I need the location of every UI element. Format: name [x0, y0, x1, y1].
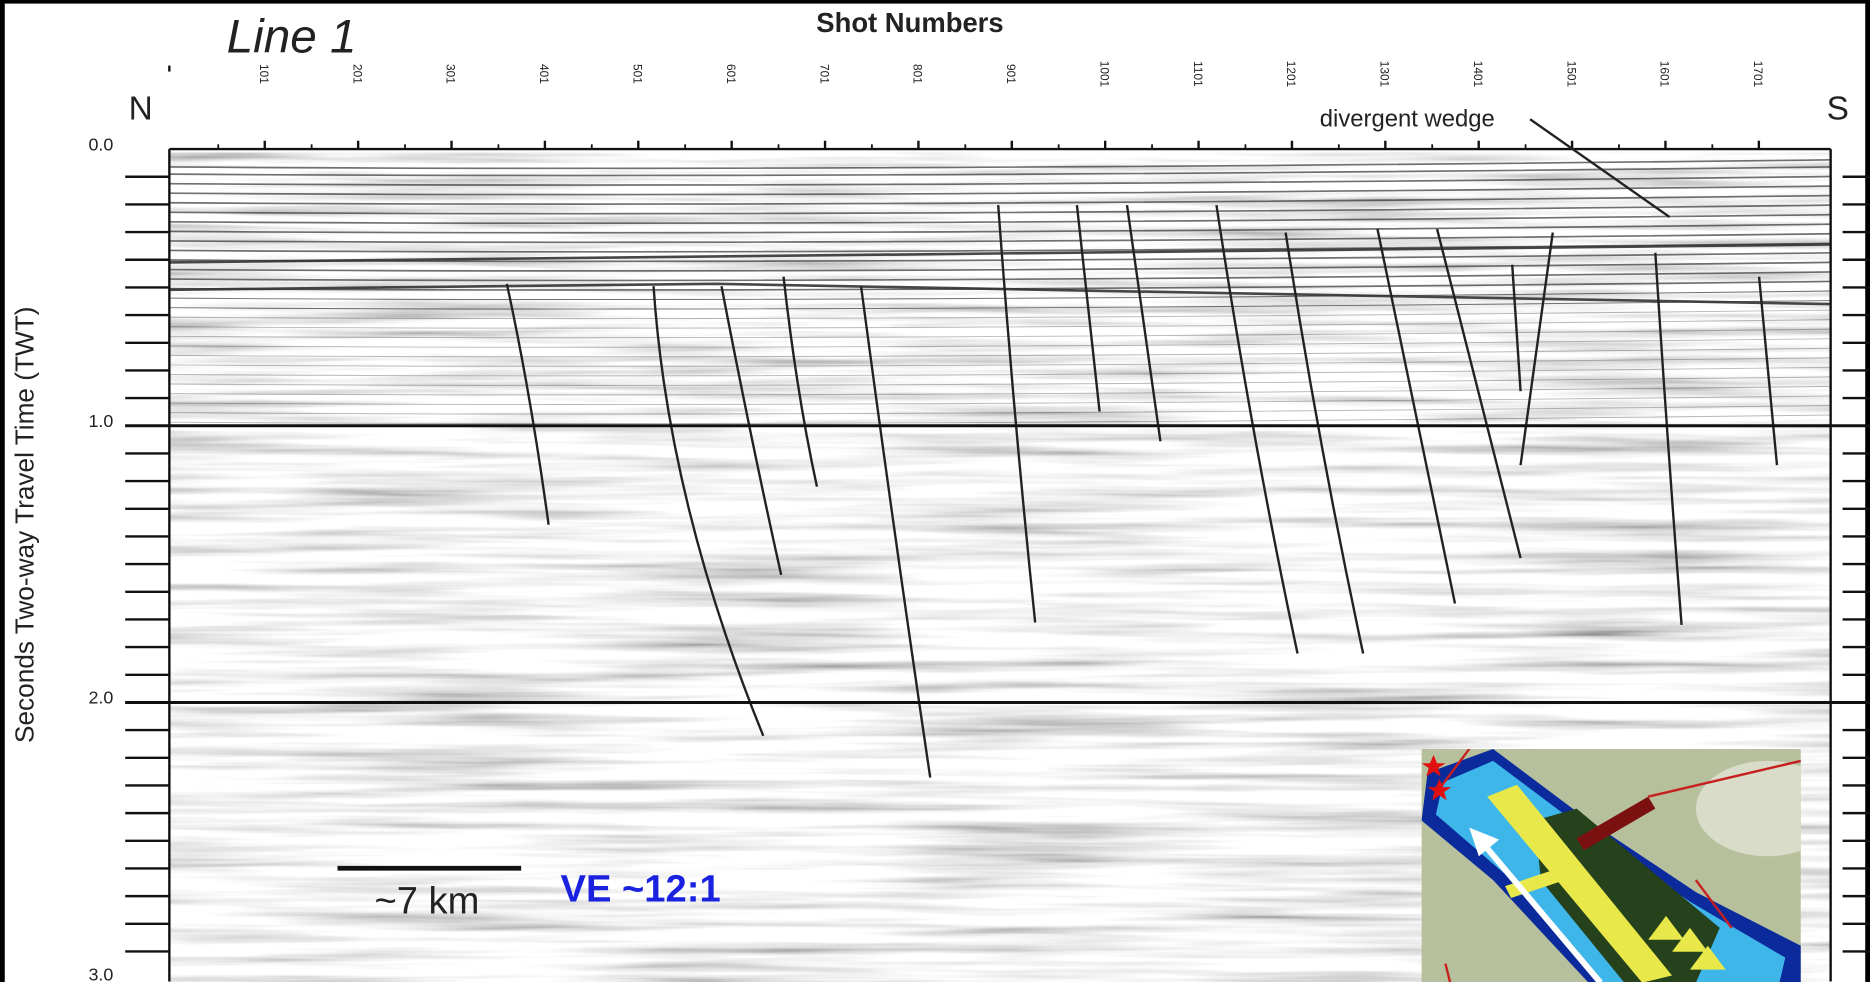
shot-label: 501: [631, 64, 645, 84]
title: Line 1: [227, 10, 357, 63]
shot-label: 1001: [1097, 61, 1111, 88]
north-label: N: [129, 90, 153, 127]
ve-label: VE ~12:1: [561, 868, 721, 911]
shot-label: 1401: [1471, 61, 1485, 88]
inset-map: [1422, 749, 1839, 982]
divergent-wedge-label: divergent wedge: [1320, 105, 1495, 132]
shot-label: 1301: [1378, 61, 1392, 88]
y-tick-label: 1.0: [88, 411, 113, 431]
shot-label: 1701: [1751, 61, 1765, 88]
frame: [0, 0, 5, 982]
inset-map-svg: [1422, 749, 1839, 982]
shot-label: 901: [1004, 64, 1018, 84]
shot-label: 201: [350, 64, 364, 84]
shot-label: 1101: [1191, 61, 1205, 87]
shot-label: 101: [257, 64, 271, 84]
shot-label: 1501: [1564, 61, 1578, 88]
y-axis-title: Seconds Two-way Travel Time (TWT): [9, 306, 39, 743]
frame: [0, 0, 1870, 4]
shot-label: 401: [537, 64, 551, 84]
shot-label: 601: [724, 64, 738, 84]
scale-bar-label: ~7 km: [374, 880, 479, 923]
frame: [1865, 0, 1870, 982]
x-axis-title: Shot Numbers: [816, 7, 1003, 38]
shot-label: 701: [817, 64, 831, 84]
shot-label: 801: [911, 64, 925, 84]
shot-label: 301: [444, 64, 458, 84]
y-tick-label: 2.0: [88, 688, 113, 708]
y-tick-label: 0.0: [88, 134, 113, 154]
shot-label: 1601: [1658, 61, 1672, 88]
shot-label: 1201: [1284, 61, 1298, 88]
y-tick-label: 3.0: [88, 964, 113, 982]
seismic-figure: 101 201 301 401 501 601 701 801 901 1001 1101 1201 1…: [0, 0, 1870, 982]
south-label: S: [1827, 90, 1849, 127]
